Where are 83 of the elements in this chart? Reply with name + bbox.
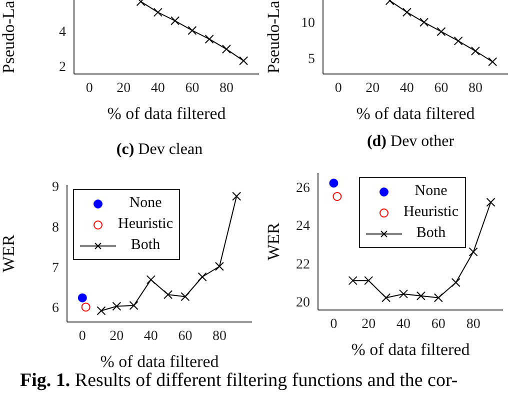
legend-label: Both: [130, 237, 162, 254]
x-axis-title: % of data filtered: [356, 104, 476, 123]
point: [78, 293, 87, 302]
y-axis-title: Pseudo-La: [264, 0, 284, 74]
point: [420, 18, 429, 27]
y-axis-title: Pseudo-La: [0, 0, 18, 74]
point: [239, 56, 248, 66]
point: [214, 262, 224, 271]
point: [112, 302, 122, 311]
y-axis-title: WER: [0, 234, 18, 272]
x-tick-label: 80: [219, 80, 234, 96]
point: [81, 302, 90, 312]
x-axis-title: % of data filtered: [351, 340, 470, 359]
point: [129, 300, 138, 310]
point: [488, 57, 498, 66]
y-tick-label: 22: [296, 257, 310, 272]
x-tick-label: 60: [178, 328, 192, 344]
point: [436, 27, 446, 36]
x-tick-label: 20: [110, 328, 124, 344]
x-tick-label: 80: [468, 80, 482, 96]
x-tick-label: 20: [366, 80, 380, 96]
point: [399, 289, 408, 298]
chart-title: (d) Dev other: [366, 133, 456, 151]
point: [96, 306, 106, 316]
point: [170, 16, 180, 26]
x-tick-label: 60: [185, 80, 200, 96]
x-axis-title: % of data filtered: [100, 352, 220, 371]
x-tick-label: 60: [431, 316, 446, 332]
point: [329, 178, 338, 188]
x-axis-title: % of data filtered: [107, 104, 226, 123]
legend-label: None: [414, 183, 448, 200]
y-tick-label: 26: [296, 180, 310, 196]
x-tick-label: 60: [434, 80, 448, 96]
point: [382, 293, 391, 302]
point: [204, 34, 214, 44]
legend-label: Both: [415, 225, 447, 242]
point: [454, 36, 463, 46]
point: [153, 8, 162, 17]
y-tick-label: 5: [308, 52, 315, 68]
y-axis-title: WER: [264, 222, 284, 260]
legend-label: Heuristic: [118, 216, 174, 233]
point: [180, 292, 190, 302]
x-tick-label: 0: [334, 80, 342, 96]
point: [232, 192, 242, 201]
point: [364, 276, 374, 286]
x-tick-label: 0: [78, 328, 86, 344]
point: [434, 293, 443, 302]
point: [188, 26, 197, 35]
x-tick-label: 40: [400, 80, 414, 96]
y-tick-label: 24: [296, 219, 310, 234]
y-tick-label: 4: [59, 24, 66, 40]
y-tick-label: 8: [52, 220, 59, 236]
point: [416, 291, 426, 300]
y-tick-label: 9: [52, 180, 59, 196]
point: [332, 192, 342, 201]
y-tick-label: 20: [296, 296, 310, 311]
y-tick-label: 6: [52, 301, 59, 316]
x-tick-label: 20: [116, 80, 131, 96]
point: [451, 278, 460, 287]
x-tick-label: 80: [466, 316, 480, 332]
x-tick-label: 0: [86, 80, 93, 96]
caption: Fig. 1. Results of different filtering functions and the cor-: [20, 370, 458, 392]
legend-label: Heuristic: [404, 204, 460, 221]
x-tick-label: 80: [212, 328, 226, 344]
x-tick-label: 40: [150, 80, 165, 96]
point: [164, 290, 173, 300]
y-tick-label: 10: [301, 16, 315, 32]
x-tick-label: 40: [144, 328, 158, 344]
point: [198, 272, 207, 282]
y-tick-label: 2: [59, 60, 66, 76]
x-tick-label: 0: [330, 316, 338, 332]
y-tick-label: 7: [52, 260, 59, 276]
point: [470, 46, 480, 56]
point: [222, 44, 231, 54]
point: [486, 198, 496, 207]
x-tick-label: 40: [396, 316, 411, 332]
point: [468, 247, 478, 256]
point: [146, 275, 156, 284]
legend-label: None: [128, 195, 163, 212]
point: [348, 276, 358, 286]
chart-title: (c) Dev clean: [115, 141, 204, 159]
x-tick-label: 20: [362, 316, 376, 332]
point: [402, 8, 412, 17]
